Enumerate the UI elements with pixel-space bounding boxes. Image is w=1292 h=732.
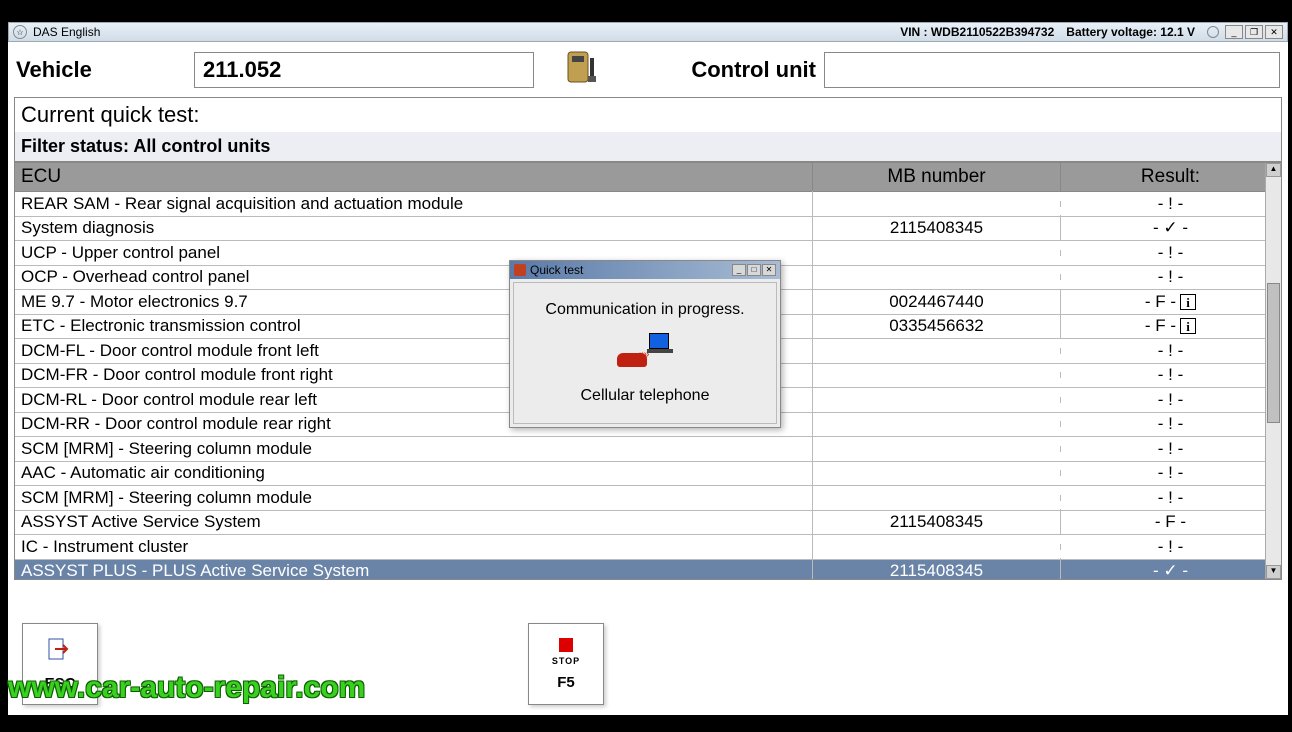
mb-number-cell: 2115408345 [813, 558, 1061, 580]
result-cell: - F -i [1061, 313, 1281, 339]
col-result: Result: [1061, 163, 1281, 191]
section-title: Current quick test: [14, 97, 1282, 133]
mb-number-cell: 2115408345 [813, 509, 1061, 535]
mb-number-cell [813, 397, 1061, 403]
dialog-close-button[interactable]: ✕ [762, 264, 776, 276]
result-cell: - F - [1061, 509, 1281, 535]
col-ecu: ECU [15, 163, 813, 191]
result-cell: - ! - [1061, 411, 1281, 437]
mb-number-cell [813, 421, 1061, 427]
mb-number-cell [813, 348, 1061, 354]
close-button[interactable]: ✕ [1265, 25, 1283, 39]
mb-number-cell: 2115408345 [813, 215, 1061, 241]
control-unit-label: Control unit [626, 57, 816, 83]
result-cell: - ! - [1061, 387, 1281, 413]
dialog-title: Quick test [530, 263, 728, 277]
table-row[interactable]: SCM [MRM] - Steering column module - ! - [15, 486, 1281, 511]
mb-number-cell [813, 372, 1061, 378]
scroll-up-button[interactable]: ▲ [1266, 163, 1281, 177]
ecu-cell: REAR SAM - Rear signal acquisition and a… [15, 191, 813, 217]
vehicle-field[interactable]: 211.052 [194, 52, 534, 88]
table-row[interactable]: AAC - Automatic air conditioning - ! - [15, 462, 1281, 487]
result-cell: - ! - [1061, 338, 1281, 364]
maximize-button[interactable]: ❐ [1245, 25, 1263, 39]
esc-label: ESC [45, 675, 76, 692]
info-icon[interactable]: i [1180, 294, 1196, 310]
mb-number-cell [813, 495, 1061, 501]
stop-text: STOP [552, 656, 580, 666]
dialog-message: Communication in progress. [522, 301, 768, 319]
f5-button[interactable]: STOP F5 [528, 623, 604, 705]
result-cell: - ! - [1061, 485, 1281, 511]
table-header: ECU MB number Result: [15, 163, 1281, 192]
ecu-cell: ASSYST Active Service System [15, 509, 813, 535]
table-row[interactable]: ASSYST PLUS - PLUS Active Service System… [15, 560, 1281, 581]
info-icon[interactable]: i [1180, 318, 1196, 334]
mb-number-cell [813, 201, 1061, 207]
mb-number-cell [813, 544, 1061, 550]
minimize-button[interactable]: _ [1225, 25, 1243, 39]
mouse-cursor-icon: ↖ [374, 712, 387, 732]
battery-label: Battery voltage: 12.1 V [1066, 25, 1195, 39]
ecu-cell: ASSYST PLUS - PLUS Active Service System [15, 558, 813, 580]
esc-button[interactable]: ESC [22, 623, 98, 705]
table-row[interactable]: IC - Instrument cluster - ! - [15, 535, 1281, 560]
table-row[interactable]: SCM [MRM] - Steering column module - ! - [15, 437, 1281, 462]
dialog-body: Communication in progress. ›››› Cellular… [513, 282, 777, 424]
exit-icon [47, 637, 73, 667]
control-unit-field[interactable] [824, 52, 1280, 88]
dialog-subject: Cellular telephone [522, 387, 768, 405]
result-cell: - ! - [1061, 362, 1281, 388]
communication-icon: ›››› [615, 333, 675, 373]
result-cell: - ! - [1061, 240, 1281, 266]
col-mb: MB number [813, 163, 1061, 191]
diagnostic-device-icon [560, 48, 600, 91]
result-cell: - ! - [1061, 191, 1281, 217]
f5-label: F5 [557, 674, 575, 691]
vertical-scrollbar[interactable]: ▲ ▼ [1265, 163, 1281, 579]
result-cell: - ! - [1061, 436, 1281, 462]
window-titlebar: ☆ DAS English VIN : WDB2110522B394732 Ba… [8, 22, 1288, 42]
app-title: DAS English [33, 25, 100, 39]
dialog-minimize-button[interactable]: _ [732, 264, 746, 276]
result-cell: - ! - [1061, 534, 1281, 560]
mb-number-cell [813, 446, 1061, 452]
dialog-titlebar[interactable]: Quick test _ □ ✕ [510, 261, 780, 279]
mb-number-cell [813, 470, 1061, 476]
mb-number-cell: 0335456632 [813, 313, 1061, 339]
result-cell: - ✓ - [1061, 215, 1281, 241]
dialog-maximize-button[interactable]: □ [747, 264, 761, 276]
table-row[interactable]: REAR SAM - Rear signal acquisition and a… [15, 192, 1281, 217]
mb-number-cell [813, 250, 1061, 256]
mb-number-cell [813, 274, 1061, 280]
vehicle-label: Vehicle [16, 57, 186, 83]
result-cell: - ! - [1061, 264, 1281, 290]
table-row[interactable]: System diagnosis2115408345- ✓ - [15, 217, 1281, 242]
scroll-down-button[interactable]: ▼ [1266, 565, 1281, 579]
ecu-cell: AAC - Automatic air conditioning [15, 460, 813, 486]
ecu-cell: IC - Instrument cluster [15, 534, 813, 560]
scroll-thumb[interactable] [1267, 283, 1280, 423]
filter-status: Filter status: All control units [14, 132, 1282, 162]
mb-number-cell: 0024467440 [813, 289, 1061, 315]
vin-label: VIN : WDB2110522B394732 [900, 25, 1054, 39]
ecu-cell: SCM [MRM] - Steering column module [15, 485, 813, 511]
result-cell: - ! - [1061, 460, 1281, 486]
app-logo-icon: ☆ [13, 25, 27, 39]
quick-test-dialog: Quick test _ □ ✕ Communication in progre… [509, 260, 781, 428]
result-cell: - F -i [1061, 289, 1281, 315]
table-row[interactable]: ASSYST Active Service System2115408345- … [15, 511, 1281, 536]
ecu-cell: System diagnosis [15, 215, 813, 241]
dialog-app-icon [514, 264, 526, 276]
result-cell: - ✓ - [1061, 558, 1281, 580]
ecu-cell: SCM [MRM] - Steering column module [15, 436, 813, 462]
status-indicator-icon [1207, 26, 1219, 38]
stop-icon [559, 638, 573, 652]
